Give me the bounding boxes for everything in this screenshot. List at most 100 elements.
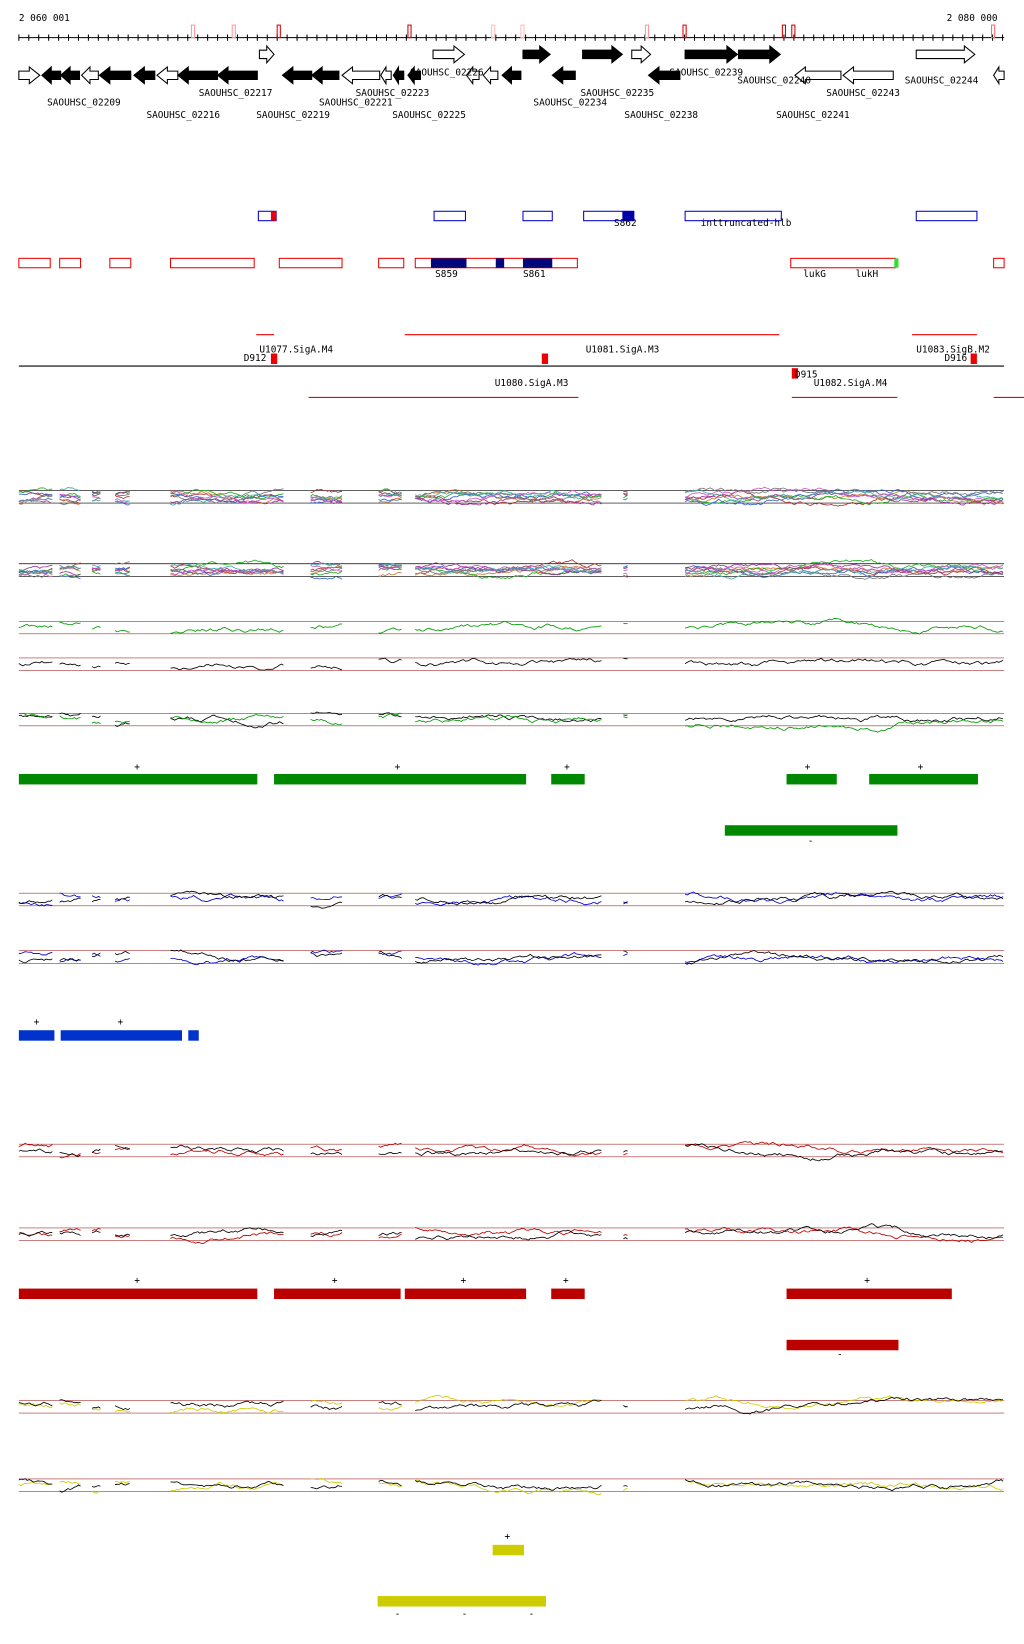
feature-box: [60, 258, 81, 267]
trace: [623, 1488, 627, 1491]
trace: [171, 627, 284, 633]
trace: [311, 1152, 342, 1155]
trace: [379, 658, 402, 663]
trace: [311, 1400, 342, 1404]
segment-bar: [378, 1596, 546, 1606]
trace: [92, 627, 100, 630]
feature-box: [434, 211, 465, 220]
trace: [115, 1481, 130, 1483]
strand-sign: +: [461, 1275, 467, 1286]
trace: [623, 903, 627, 904]
trace: [171, 1232, 284, 1244]
gene-label: SAOUHSC_02240: [737, 76, 811, 87]
trace: [92, 565, 100, 567]
trace: [379, 572, 402, 576]
strand-sign: +: [864, 1275, 870, 1286]
feature-fill: [271, 211, 276, 220]
feature-box: [171, 258, 255, 267]
trace: [623, 495, 627, 498]
marker: [492, 25, 495, 38]
trace: [415, 1227, 601, 1235]
trace: [623, 1235, 627, 1236]
feature-label: S861: [523, 269, 546, 280]
gene-label: SAOUHSC_02226: [410, 67, 484, 78]
promoter-label: U1082.SigA.M4: [814, 378, 888, 389]
trace: [685, 1396, 1003, 1409]
segment-bar: [19, 1289, 257, 1299]
trace: [92, 1149, 100, 1152]
gene-arrow: [552, 67, 575, 84]
trace: [60, 1485, 81, 1492]
gene-arrow: [685, 46, 737, 63]
trace: [311, 571, 342, 575]
gene-arrow: [82, 67, 99, 84]
trace: [623, 1154, 627, 1155]
trace: [623, 1151, 627, 1152]
trace: [379, 489, 402, 493]
gene-arrow: [738, 46, 780, 63]
gene-arrow: [259, 46, 274, 63]
axis-end: 2 080 000: [947, 13, 998, 24]
strand-sign: +: [134, 1275, 140, 1286]
trace: [311, 953, 342, 957]
gene-arrow: [157, 67, 178, 84]
marker: [521, 25, 524, 38]
trace: [415, 896, 601, 906]
strand-sign: +: [563, 1275, 569, 1286]
gene-label: SAOUHSC_02217: [199, 88, 273, 99]
trace: [311, 666, 342, 670]
trace: [311, 902, 342, 908]
gene-label: SAOUHSC_02223: [356, 88, 430, 99]
trace: [19, 491, 52, 496]
feature-label: lukG: [803, 269, 826, 280]
strand-sign: -: [462, 1609, 468, 1620]
trace: [60, 1232, 81, 1236]
segment-bar: [551, 1289, 584, 1299]
trace: [92, 899, 100, 901]
promoter-label: U1080.SigA.M3: [495, 378, 569, 389]
feature-box: [110, 258, 131, 267]
feature-box: [279, 258, 342, 267]
gene-label: SAOUHSC_02234: [533, 98, 607, 109]
trace: [415, 621, 601, 631]
trace: [171, 891, 284, 898]
feature-label: lukH: [856, 269, 879, 280]
gene-arrow: [312, 67, 339, 84]
promoter-mark: [542, 354, 548, 364]
segment-bar: [19, 774, 257, 784]
trace: [379, 499, 402, 501]
gene-label: SAOUHSC_02225: [392, 110, 466, 121]
gene-label: SAOUHSC_02243: [826, 88, 900, 99]
trace: [115, 958, 130, 962]
trace: [311, 1232, 342, 1236]
feature-label: S859: [435, 269, 458, 280]
promoter-label: U1081.SigA.M3: [586, 344, 660, 355]
trace: [311, 1230, 342, 1236]
trace: [92, 493, 100, 494]
trace: [379, 1152, 402, 1154]
segment-bar: [869, 774, 978, 784]
gene-arrow: [583, 46, 623, 63]
trace: [19, 1149, 52, 1153]
trace: [415, 658, 601, 666]
promoter-label: D916: [944, 353, 967, 364]
trace: [685, 618, 1003, 634]
segment-bar: [188, 1030, 198, 1040]
trace: [623, 1486, 627, 1487]
gene-label: SAOUHSC_02219: [256, 110, 330, 121]
marker: [277, 25, 280, 38]
gene-arrow: [502, 67, 521, 84]
gene-label: SAOUHSC_02235: [581, 88, 655, 99]
trace: [171, 1228, 284, 1237]
trace: [115, 494, 130, 496]
feature-label: S862: [614, 218, 637, 229]
trace: [92, 1486, 100, 1488]
trace: [60, 488, 81, 491]
feature-box: [916, 211, 977, 220]
trace: [115, 1483, 130, 1485]
trace: [92, 1231, 100, 1233]
feature-fill: [496, 258, 504, 267]
trace: [171, 1482, 284, 1491]
promoter-label: D915: [795, 370, 818, 381]
trace: [311, 719, 342, 724]
